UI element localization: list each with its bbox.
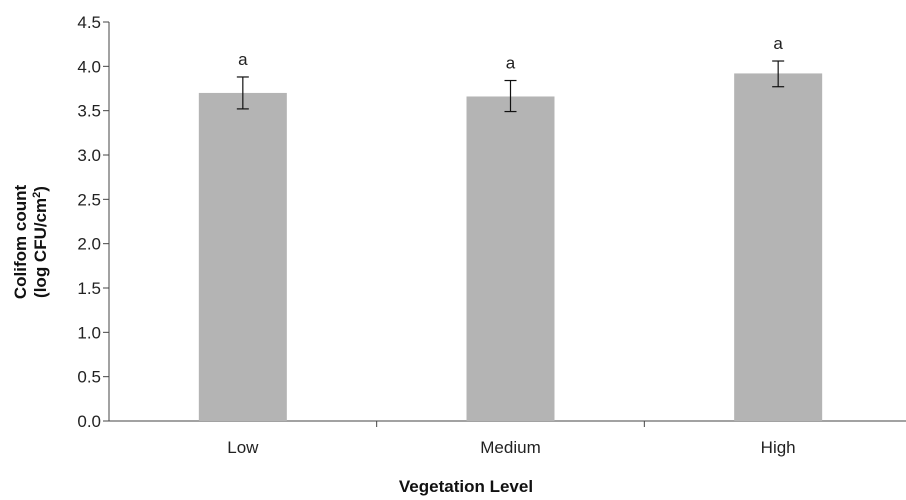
- y-tick-label-7: 3.5: [77, 102, 101, 121]
- significance-label-high: a: [773, 34, 783, 53]
- y-tick-label-2: 1.0: [77, 323, 101, 342]
- y-tick-label-6: 3.0: [77, 146, 101, 165]
- bar-medium: [466, 96, 555, 421]
- y-axis-title-line2: (log CFU/cm2): [31, 186, 50, 298]
- bar-low: [198, 92, 287, 421]
- x-tick-label-low: Low: [227, 438, 259, 457]
- y-axis-title: Colifom count (log CFU/cm2): [11, 185, 50, 300]
- y-tick-label-0: 0.0: [77, 412, 101, 431]
- bar-high: [734, 73, 823, 421]
- plot-area: 0.0 0.5 1.0 1.5 2.0 2.5 3.0 3.5 4.0 4.5 a Low a Mediu…: [77, 13, 906, 457]
- y-axis-unit-prefix: (log CFU/cm: [31, 198, 50, 298]
- y-tick-label-5: 2.5: [77, 190, 101, 209]
- y-axis-unit-superscript: 2: [31, 192, 43, 198]
- y-axis-unit-suffix: ): [31, 186, 50, 192]
- x-tick-label-high: High: [761, 438, 796, 457]
- x-axis-title: Vegetation Level: [399, 477, 533, 496]
- y-tick-label-3: 1.5: [77, 279, 101, 298]
- y-tick-label-8: 4.0: [77, 57, 101, 76]
- y-tick-label-9: 4.5: [77, 13, 101, 32]
- y-tick-label-4: 2.0: [77, 235, 101, 254]
- significance-label-medium: a: [506, 54, 516, 73]
- y-axis-title-line1: Colifom count: [11, 185, 30, 300]
- y-tick-label-1: 0.5: [77, 368, 101, 387]
- x-tick-label-medium: Medium: [480, 438, 540, 457]
- significance-label-low: a: [238, 50, 248, 69]
